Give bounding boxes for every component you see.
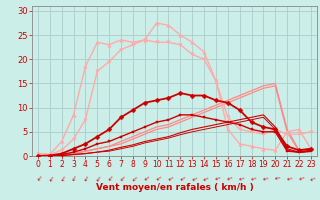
Text: ↓: ↓ <box>307 176 315 183</box>
Text: ↓: ↓ <box>260 176 267 183</box>
Text: ↓: ↓ <box>129 176 137 184</box>
Text: ↓: ↓ <box>295 176 303 183</box>
Text: ↓: ↓ <box>70 176 77 183</box>
Text: ↓: ↓ <box>176 176 184 184</box>
Text: ↓: ↓ <box>248 176 255 183</box>
Text: ↓: ↓ <box>58 176 66 184</box>
Text: ↓: ↓ <box>93 176 101 184</box>
Text: ↓: ↓ <box>140 176 149 184</box>
Text: ↓: ↓ <box>224 176 232 183</box>
Text: ↓: ↓ <box>152 176 161 184</box>
Text: ↓: ↓ <box>200 176 208 183</box>
Text: ↓: ↓ <box>34 176 42 184</box>
Text: ↓: ↓ <box>117 176 125 184</box>
Text: ↓: ↓ <box>81 176 90 184</box>
Text: ↓: ↓ <box>212 176 220 183</box>
X-axis label: Vent moyen/en rafales ( km/h ): Vent moyen/en rafales ( km/h ) <box>96 183 253 192</box>
Text: ↓: ↓ <box>164 176 172 184</box>
Text: ↓: ↓ <box>272 176 279 182</box>
Text: ↓: ↓ <box>46 176 54 184</box>
Text: ↓: ↓ <box>284 176 291 183</box>
Text: ↓: ↓ <box>105 176 113 184</box>
Text: ↓: ↓ <box>188 176 196 183</box>
Text: ↓: ↓ <box>236 176 243 183</box>
